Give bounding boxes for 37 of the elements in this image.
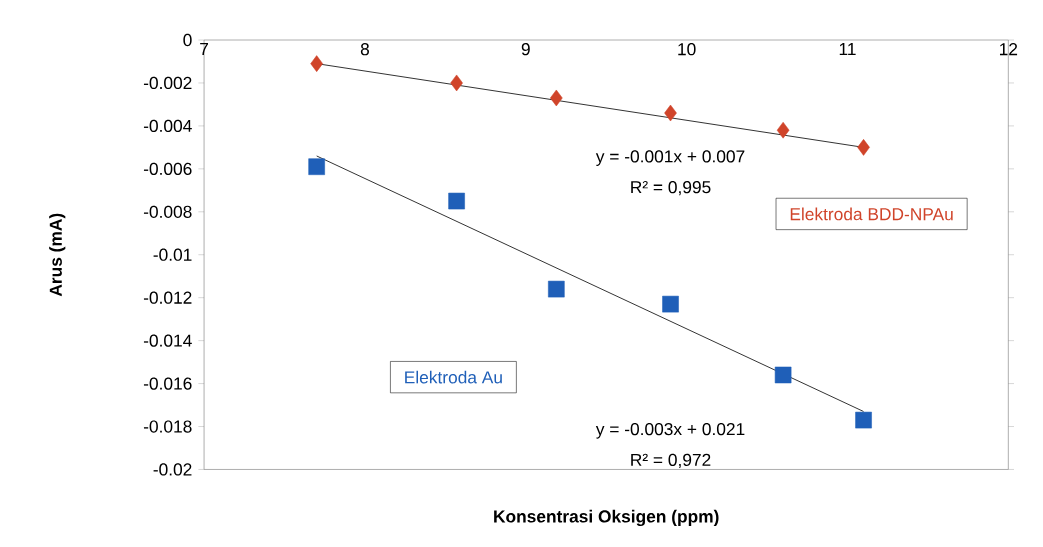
annotation: y = -0.003x + 0.021 [595,423,745,439]
point [310,55,323,72]
point [308,158,325,176]
x-tick-label: 7 [200,43,209,56]
point [664,104,677,122]
y-tick-label: -0.016 [143,377,192,390]
text: Elektroda Au [405,370,502,384]
y-tick-label: -0.006 [143,162,192,176]
y-tick-label: -0.02 [153,463,192,476]
y-tick-label: -0.002 [143,76,192,90]
point [448,192,465,210]
y-tick-label: -0.018 [143,420,192,433]
y-tick-label: -0.012 [143,291,192,304]
x-axis-title: Konsentrasi Oksigen (ppm) [494,509,719,527]
point [450,74,463,92]
annotation: R² = 0,972 [631,453,711,469]
point [776,122,790,139]
point [548,280,565,298]
point [857,139,870,156]
point [662,295,679,313]
y-axis-title: Arus (mA) [49,213,66,297]
x-tick-label: 11 [839,43,856,56]
y-tick-label: -0.014 [143,334,192,347]
x-tick-label: 9 [521,43,530,56]
y-tick-label: -0.008 [143,205,192,219]
y-tick-label: -0.004 [143,119,192,133]
y-tick-label: -0.01 [153,248,192,261]
y-tick-label: 0 [183,33,192,47]
x-tick-label: 12 [999,43,1018,56]
point [855,411,872,429]
annotation: R² = 0,995 [631,181,711,196]
x-tick-label: 10 [678,43,696,56]
point [774,366,792,384]
x-tick-label: 8 [360,43,369,56]
text: Elektroda BDD-NPAu [790,207,953,221]
annotation: y = -0.001x + 0.007 [595,150,745,167]
point [550,89,563,107]
